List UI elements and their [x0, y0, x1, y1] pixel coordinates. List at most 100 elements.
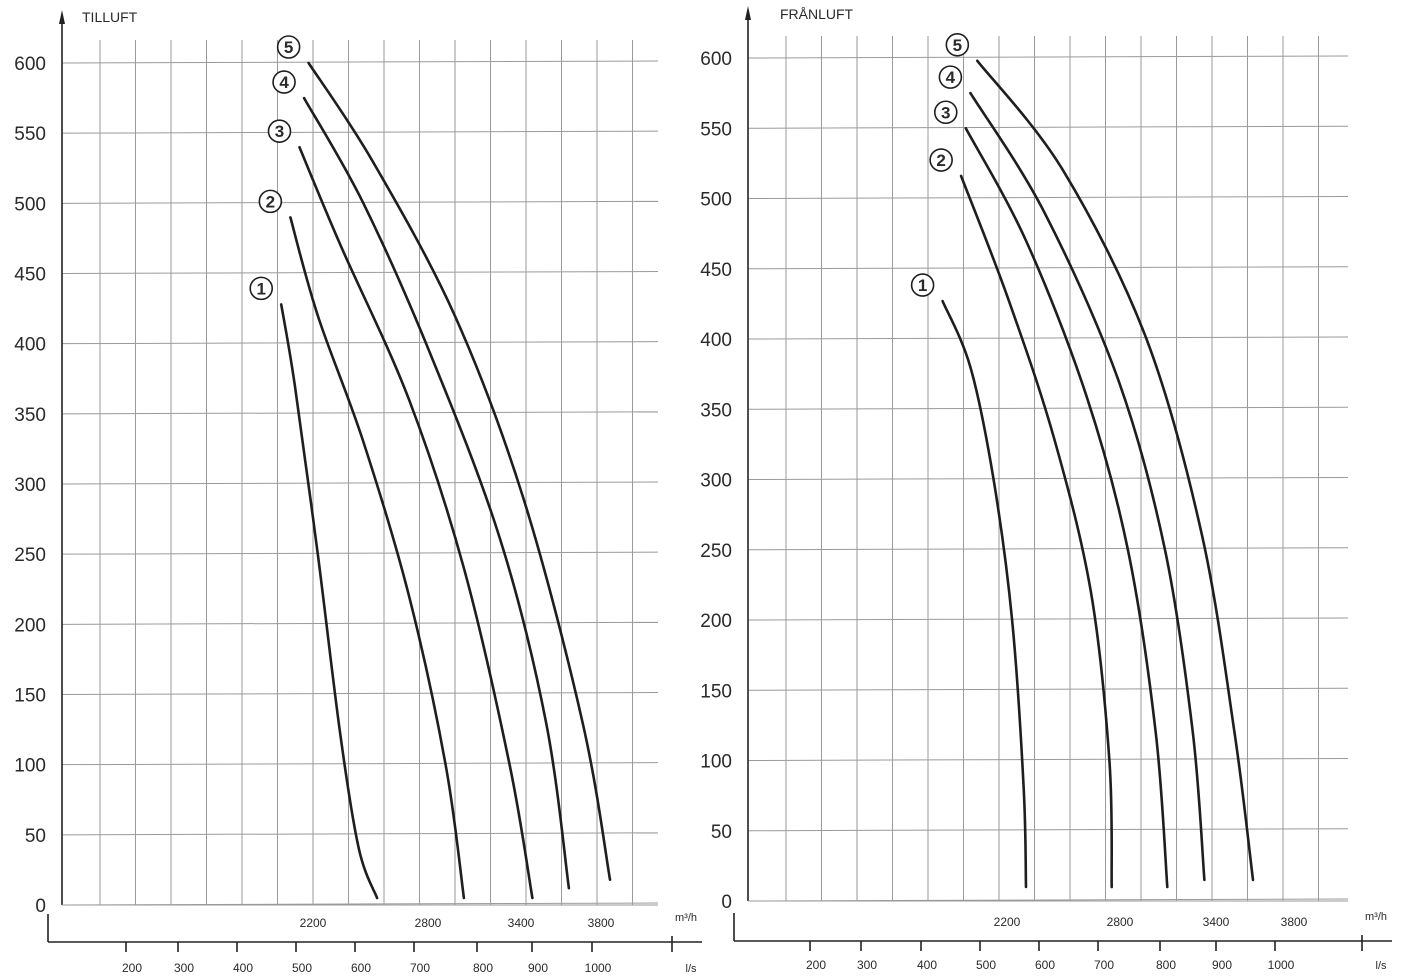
grid-line-horizontal — [747, 406, 1349, 410]
fan-curve-5 — [307, 61, 612, 881]
ls-tick-label: 600 — [351, 961, 371, 975]
grid-line-horizontal — [61, 832, 659, 836]
fan-curve-4 — [969, 91, 1206, 882]
fan-curve-2 — [289, 216, 466, 900]
ls-tick-label: 400 — [917, 958, 937, 972]
curve-badge-circle — [910, 273, 935, 297]
grid-line-horizontal — [61, 481, 659, 485]
grid-line-horizontal — [747, 266, 1349, 270]
ls-tick-label: 500 — [976, 958, 996, 972]
grid-line-horizontal — [61, 692, 659, 695]
curve-badge-label: 1 — [918, 276, 927, 295]
ls-tick-label: 900 — [1212, 958, 1232, 972]
y-tick-label: 300 — [14, 475, 46, 496]
m3h-tick-label: 2800 — [415, 916, 442, 930]
curve-badge-circle — [929, 148, 953, 172]
ls-tick-label: 900 — [528, 961, 548, 975]
y-tick-label: 450 — [14, 265, 46, 286]
grid-line-horizontal — [61, 411, 659, 415]
curve-badge-label: 2 — [936, 151, 945, 170]
y-tick-label: 600 — [700, 49, 732, 70]
y-tick-label: 250 — [700, 541, 732, 562]
y-tick-label: 50 — [711, 822, 732, 843]
curve-badge-label: 5 — [953, 36, 962, 55]
y-tick-label: 50 — [25, 826, 46, 847]
m3h-tick-label: 2200 — [994, 915, 1021, 929]
y-tick-label: 600 — [14, 54, 46, 75]
m3h-tick-label: 2800 — [1107, 915, 1134, 929]
grid-line-horizontal — [61, 551, 659, 555]
grid-line-horizontal — [747, 125, 1349, 129]
ls-tick-label: 300 — [174, 961, 194, 975]
fan-curve-3 — [298, 145, 534, 900]
grid-line-horizontal — [61, 130, 659, 134]
y-tick-label: 100 — [700, 752, 732, 773]
y-tick-label: 450 — [700, 260, 732, 281]
grid-line-horizontal — [61, 60, 659, 64]
curve-badge-circle — [933, 100, 958, 125]
grid-line-horizontal — [747, 828, 1349, 832]
curve-badge-label: 3 — [275, 122, 284, 141]
grid-line-horizontal — [747, 687, 1349, 691]
y-tick-label: 500 — [14, 194, 46, 215]
y-tick-label: 150 — [14, 686, 46, 707]
ls-tick-label: 500 — [292, 961, 312, 975]
m3h-tick-label: 2200 — [300, 916, 327, 930]
ls-tick-label: 400 — [233, 961, 253, 975]
y-tick-label: 350 — [700, 400, 732, 421]
ls-tick-label: 700 — [410, 961, 430, 975]
grid-line-horizontal — [61, 621, 659, 625]
curve-badge-circle — [938, 65, 963, 89]
ls-unit-label: l/s — [686, 963, 698, 975]
ls-tick-label: 200 — [122, 961, 142, 975]
grid-line-horizontal — [747, 758, 1349, 761]
curve-badge-circle — [249, 276, 274, 301]
ls-tick-label: 700 — [1094, 958, 1114, 972]
curve-badge-circle — [272, 70, 296, 94]
grid-line-horizontal — [61, 762, 659, 766]
grid-line-horizontal — [747, 547, 1349, 551]
curve-badge-label: 4 — [946, 68, 956, 87]
fan-curve-3 — [964, 127, 1169, 889]
curve-badge-circle — [276, 35, 301, 59]
m3h-tick-label: 3400 — [1203, 915, 1230, 929]
ls-tick-label: 300 — [857, 958, 877, 972]
ls-tick-label: 800 — [1156, 958, 1176, 972]
y-tick-label: 550 — [700, 119, 732, 140]
curve-badge-label: 5 — [284, 38, 293, 57]
m3h-tick-label: 3800 — [1281, 915, 1308, 929]
fan-curve-4 — [302, 96, 571, 890]
y-tick-label: 500 — [700, 190, 732, 211]
ls-tick-label: 600 — [1035, 958, 1055, 972]
y-tick-label: 150 — [700, 681, 732, 702]
grid-line-horizontal — [747, 336, 1349, 340]
grid-line-horizontal — [61, 271, 659, 274]
m3h-tick-label: 3400 — [508, 916, 535, 930]
y-tick-label: 350 — [14, 405, 46, 426]
chart-title: FRÅNLUFT — [780, 6, 854, 22]
fan-curve-5 — [976, 59, 1255, 882]
y-tick-label: 0 — [35, 896, 46, 917]
curve-badge-label: 1 — [256, 279, 265, 298]
grid-line-horizontal — [747, 477, 1349, 480]
y-tick-label: 200 — [14, 615, 46, 636]
y-tick-label: 100 — [14, 756, 46, 777]
grid-line-horizontal — [747, 55, 1349, 59]
grid-line-horizontal — [747, 617, 1349, 621]
curve-badge-circle — [267, 119, 292, 143]
y-tick-label: 400 — [14, 335, 46, 356]
curve-badge-label: 2 — [266, 192, 275, 211]
ls-tick-label: 1000 — [1268, 958, 1295, 972]
y-tick-label: 300 — [700, 471, 732, 492]
franluft-chart: 0 50 100 150 200 250 300 350 400 450 500 550 600 FRÅN… — [700, 6, 1392, 972]
m3h-unit-label: m³/h — [1365, 911, 1387, 923]
ls-tick-label: 1000 — [585, 961, 612, 975]
y-tick-label: 400 — [700, 330, 732, 351]
curve-badge-circle — [258, 189, 283, 214]
fan-curve-2 — [959, 174, 1114, 889]
ls-tick-label: 800 — [473, 961, 493, 975]
y-tick-label: 550 — [14, 124, 46, 145]
chart-title: TILLUFT — [82, 9, 138, 25]
y-tick-label: 200 — [700, 611, 732, 632]
